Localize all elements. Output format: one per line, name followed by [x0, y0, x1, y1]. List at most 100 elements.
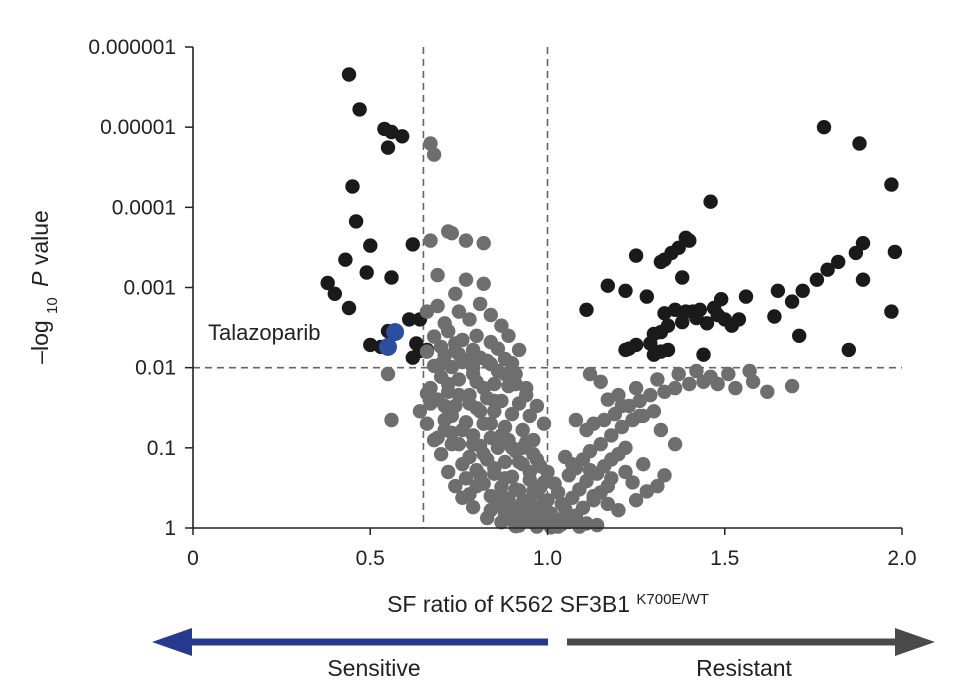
nonsignificant-point [540, 464, 555, 480]
y-tick-label-5: 0.1 [147, 437, 176, 460]
nonsignificant-point [476, 276, 491, 291]
y-tick-label-4: 0.01 [135, 357, 176, 380]
nonsignificant-point [600, 392, 615, 407]
data-points [320, 67, 903, 535]
significant-point [816, 120, 832, 135]
resistant-label: Resistant [696, 655, 792, 681]
nonsignificant-point [657, 468, 672, 483]
nonsignificant-point [419, 344, 435, 359]
nonsignificant-point [472, 296, 488, 312]
nonsignificant-point [667, 437, 683, 452]
significant-point [618, 283, 633, 298]
nonsignificant-point [519, 505, 534, 521]
sensitive-label: Sensitive [327, 655, 420, 681]
x-tick-label-0: 0 [187, 547, 199, 570]
significant-point [345, 179, 360, 194]
highlight-point [379, 337, 397, 356]
significant-point [363, 238, 378, 253]
nonsignificant-point [636, 457, 651, 472]
significant-point [887, 244, 903, 260]
nonsignificant-point [455, 457, 470, 472]
significant-point [395, 129, 410, 144]
x-tick-label-1: 0.5 [356, 547, 385, 570]
threshold-lines [193, 47, 902, 528]
nonsignificant-point [494, 515, 509, 530]
nonsignificant-point [497, 454, 513, 470]
nonsignificant-point [628, 493, 644, 508]
nonsignificant-point [437, 422, 452, 438]
nonsignificant-point [526, 484, 541, 499]
significant-point [809, 272, 825, 287]
nonsignificant-point [487, 393, 502, 409]
nonsignificant-point [433, 447, 449, 462]
significant-point [618, 342, 633, 358]
nonsignificant-point [614, 419, 630, 435]
significant-point [600, 278, 615, 293]
significant-point [341, 67, 357, 82]
nonsignificant-point [529, 398, 545, 414]
nonsignificant-point [511, 342, 527, 358]
significant-point [639, 289, 654, 304]
nonsignificant-point [483, 356, 498, 372]
nonsignificant-point [455, 422, 470, 438]
nonsignificant-point [742, 363, 757, 379]
nonsignificant-point [745, 374, 761, 389]
nonsignificant-point [582, 463, 598, 478]
nonsignificant-point [476, 447, 491, 462]
significant-point [820, 262, 835, 277]
significant-point [689, 310, 704, 326]
nonsignificant-point [784, 378, 800, 394]
nonsignificant-point [490, 341, 506, 356]
nonsignificant-point [650, 372, 665, 387]
y-tick-label-0: 0.000001 [88, 36, 176, 59]
nonsignificant-point [522, 408, 537, 424]
nonsignificant-point [653, 422, 669, 438]
nonsignificant-point [646, 404, 662, 419]
nonsignificant-point [501, 328, 516, 343]
significant-point [682, 233, 697, 248]
y-tick-label-1: 0.00001 [100, 116, 176, 139]
nonsignificant-point [504, 440, 520, 455]
nonsignificant-point [497, 471, 513, 486]
nonsignificant-point [490, 493, 506, 508]
nonsignificant-point [501, 504, 516, 519]
nonsignificant-point [458, 471, 474, 486]
nonsignificant-point [604, 471, 619, 486]
significant-point [341, 300, 357, 316]
nonsignificant-point [568, 412, 584, 428]
nonsignificant-point [384, 412, 399, 428]
nonsignificant-point [504, 356, 520, 371]
nonsignificant-point [600, 496, 615, 512]
y-axis-label-prefix: –log [27, 320, 53, 363]
significant-point [338, 252, 353, 267]
nonsignificant-point [597, 412, 612, 428]
resistant-arrow-head-icon [895, 628, 935, 656]
nonsignificant-point [565, 457, 580, 472]
y-tick-label-6: 1 [164, 517, 176, 540]
nonsignificant-point [582, 444, 598, 459]
nonsignificant-point [441, 464, 456, 480]
direction-arrows: Sensitive Resistant [152, 628, 935, 681]
significant-point [855, 272, 871, 287]
y-tick-label-2: 0.0001 [112, 196, 176, 219]
nonsignificant-point [472, 468, 488, 483]
x-tick-label-2: 1.0 [533, 547, 562, 570]
significant-point [359, 265, 374, 280]
nonsignificant-point [458, 233, 474, 248]
nonsignificant-point [465, 366, 481, 382]
nonsignificant-point [543, 506, 559, 521]
nonsignificant-point [618, 440, 633, 455]
nonsignificant-point [565, 511, 580, 526]
sensitive-arrow-head-icon [152, 628, 192, 656]
significant-point [675, 270, 690, 285]
nonsignificant-point [426, 329, 442, 344]
significant-point [696, 347, 711, 362]
nonsignificant-point [589, 517, 605, 533]
nonsignificant-point [632, 393, 647, 409]
nonsignificant-point [529, 452, 545, 467]
nonsignificant-point [579, 473, 594, 489]
nonsignificant-point [650, 478, 665, 494]
nonsignificant-point [465, 500, 481, 515]
nonsignificant-point [519, 387, 534, 403]
nonsignificant-point [462, 396, 477, 411]
